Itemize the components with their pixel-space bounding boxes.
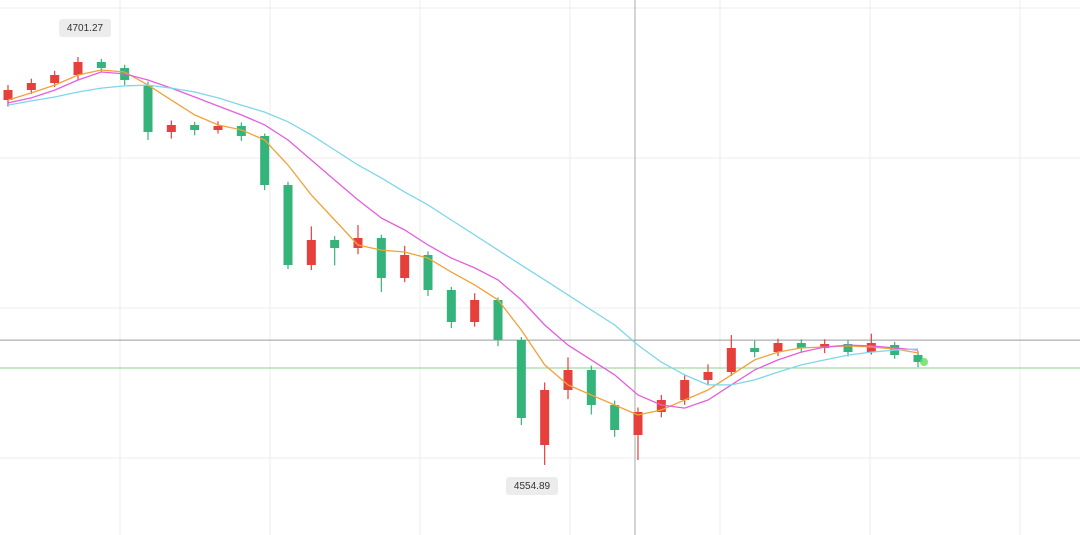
candle-body: [166, 124, 176, 132]
candle-body: [3, 89, 13, 100]
candle-body: [726, 347, 736, 372]
candle-body: [493, 299, 503, 340]
candle-body: [586, 370, 596, 405]
moving-average-line: [7, 69, 919, 416]
candle-body: [516, 339, 526, 419]
candle-body: [843, 344, 853, 353]
moving-average-line: [7, 84, 919, 386]
candle-body: [213, 126, 223, 130]
candle-body: [423, 254, 433, 290]
candle-body: [353, 237, 363, 248]
candle-body: [50, 74, 60, 83]
label-box: [59, 19, 111, 37]
candle-body: [236, 126, 246, 137]
candle-body: [260, 136, 270, 186]
candle-body: [470, 299, 480, 322]
candle-body: [306, 239, 316, 265]
candle-body: [73, 62, 83, 75]
candle-body: [773, 343, 783, 353]
moving-average-line: [7, 71, 919, 409]
candle-body: [633, 411, 643, 436]
candle-body: [446, 289, 456, 322]
candle-body: [913, 354, 923, 363]
candle-body: [820, 344, 830, 348]
candle-body: [540, 389, 550, 446]
candle-body: [750, 347, 760, 353]
candle-body: [400, 254, 410, 279]
candle-body: [190, 124, 200, 130]
high-label-box: 4701.27: [59, 19, 111, 37]
candle-body: [143, 85, 153, 132]
candle-body: [703, 371, 713, 380]
candle-body: [26, 82, 36, 90]
candle-body: [96, 62, 106, 69]
label-box: [506, 477, 558, 495]
candle-body: [656, 399, 666, 412]
low-label: 4554.89: [514, 481, 551, 492]
candle-body: [376, 237, 386, 279]
last-price-dot: [920, 358, 928, 367]
candle-body: [330, 239, 340, 248]
candle-body: [610, 404, 620, 431]
candle-body: [563, 370, 573, 390]
candle-body: [283, 185, 293, 265]
high-label: 4701.27: [67, 23, 104, 34]
plot: [0, 56, 1080, 465]
candle-body: [796, 343, 806, 348]
low-label-box: 4554.89: [506, 477, 558, 495]
candle-body: [680, 379, 690, 400]
